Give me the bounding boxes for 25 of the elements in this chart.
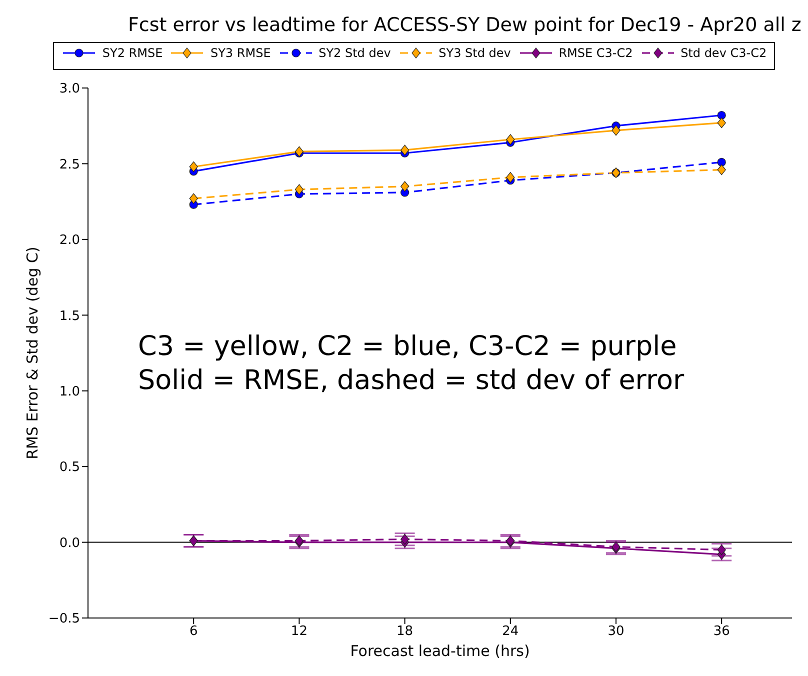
- legend-label: SY2 RMSE: [102, 45, 163, 62]
- x-tick-label: 18: [396, 624, 414, 640]
- legend-label: SY3 RMSE: [210, 45, 271, 62]
- legend-label: Std dev C3-C2: [680, 45, 767, 62]
- legend-label: RMSE C3-C2: [558, 45, 633, 62]
- chart-title: Fcst error vs leadtime for ACCESS-SY Dew point for Dec19 - Apr20 all z: [128, 14, 802, 36]
- y-tick-label: 1.0: [59, 384, 80, 400]
- legend-label: SY3 Std dev: [438, 45, 511, 62]
- annotation: C3 = yellow, C2 = blue, C3-C2 = purple: [138, 330, 678, 364]
- y-tick-label: 2.0: [59, 233, 80, 248]
- y-tick-label: 2.5: [59, 157, 80, 172]
- x-tick-label: 30: [608, 624, 624, 640]
- annotation: Solid = RMSE, dashed = std dev of error: [138, 364, 684, 398]
- x-tick-label: 6: [189, 624, 198, 640]
- y-tick-label: 0.0: [59, 536, 80, 551]
- x-tick-label: 12: [290, 624, 308, 640]
- x-tick-label: 36: [713, 624, 730, 640]
- y-tick-label: −0.5: [48, 612, 80, 627]
- y-tick-label: 3.0: [59, 82, 80, 97]
- x-axis-title: Forecast lead-time (hrs): [350, 642, 530, 660]
- x-tick-label: 24: [502, 624, 519, 640]
- y-tick-label: 1.5: [59, 308, 80, 324]
- y-axis-title: RMS Error & Std dev (deg C): [23, 246, 42, 460]
- legend-label: SY2 Std dev: [318, 45, 391, 62]
- y-tick-label: 0.5: [59, 460, 80, 476]
